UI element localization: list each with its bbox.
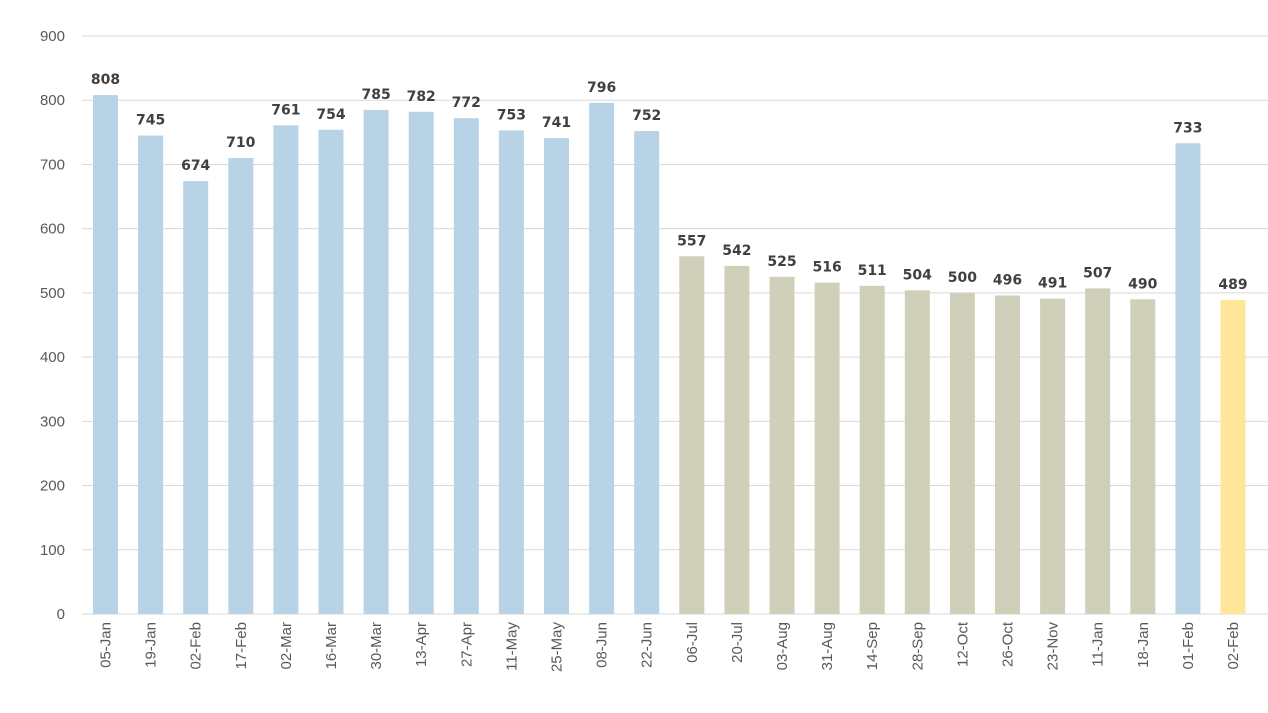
x-tick-label: 06-Jul [684, 622, 701, 663]
data-label: 525 [767, 254, 796, 270]
bar [859, 285, 885, 614]
bar [498, 130, 524, 614]
data-label: 490 [1128, 276, 1157, 292]
data-label: 500 [948, 270, 977, 286]
data-label: 752 [632, 108, 661, 124]
bar [93, 95, 118, 614]
x-tick-label: 11-Jan [1090, 622, 1107, 667]
bar [138, 135, 164, 615]
x-tick-label: 28-Sep [909, 622, 926, 670]
y-tick-label: 0 [57, 606, 65, 623]
bar [1175, 143, 1201, 615]
data-label: 511 [858, 263, 887, 279]
bar [183, 181, 209, 615]
x-tick-label: 02-Feb [188, 622, 205, 670]
bar [1130, 299, 1156, 614]
x-tick-label: 30-Mar [368, 622, 385, 670]
data-label: 782 [407, 89, 436, 105]
data-label: 542 [722, 243, 751, 259]
data-label: 808 [91, 72, 120, 88]
data-label: 516 [812, 260, 841, 276]
bar [453, 118, 479, 615]
y-tick-label: 100 [40, 542, 65, 559]
y-tick-label: 700 [40, 156, 65, 173]
x-tick-label: 03-Aug [774, 622, 791, 670]
data-label: 710 [226, 135, 255, 151]
data-label: 491 [1038, 276, 1067, 292]
y-tick-label: 900 [40, 28, 65, 45]
data-label: 489 [1218, 277, 1247, 293]
data-label: 745 [136, 113, 165, 129]
bar [679, 256, 705, 614]
x-tick-label: 18-Jan [1135, 622, 1152, 668]
x-tick-label: 19-Jan [143, 622, 160, 668]
x-tick-label: 02-Feb [1225, 622, 1242, 670]
bar [1220, 299, 1246, 614]
bar [949, 292, 975, 614]
y-tick-label: 800 [40, 92, 65, 109]
data-label: 796 [587, 80, 616, 96]
data-label: 557 [677, 233, 706, 249]
y-tick-label: 400 [40, 349, 65, 366]
data-label: 507 [1083, 265, 1112, 281]
y-tick-label: 600 [40, 221, 65, 238]
x-tick-label: 13-Apr [413, 622, 430, 667]
data-label: 754 [316, 107, 345, 123]
data-label: 733 [1173, 120, 1202, 136]
x-tick-label: 12-Oct [954, 621, 971, 667]
bar [1085, 288, 1111, 614]
bars [93, 95, 1246, 615]
x-tick-label: 22-Jun [639, 622, 656, 668]
data-label: 772 [452, 95, 481, 111]
data-label: 504 [903, 267, 932, 283]
bar [634, 131, 660, 614]
data-label: 496 [993, 272, 1022, 288]
bar [363, 109, 389, 614]
y-tick-label: 200 [40, 478, 65, 495]
data-label: 753 [497, 107, 526, 123]
bar [995, 295, 1020, 614]
x-tick-label: 20-Jul [729, 622, 746, 663]
bar [724, 265, 750, 614]
x-tick-label: 27-Apr [458, 622, 475, 667]
x-axis-ticks: 05-Jan 19-Jan 02-Feb 17-Feb 02-Mar 16-Mar 30-M… [98, 621, 1243, 672]
y-axis-ticks: 0 100 200 300 400 500 600 700 800 900 [40, 28, 65, 623]
data-label: 761 [271, 102, 300, 118]
data-label: 741 [542, 115, 571, 131]
y-tick-label: 500 [40, 285, 65, 302]
bar [904, 290, 930, 614]
data-labels: 808 745 674 710 761 754 785 782 772 753 741 796 752 5… [91, 72, 1248, 293]
x-tick-label: 17-Feb [233, 622, 250, 670]
x-tick-label: 01-Feb [1180, 622, 1197, 670]
x-tick-label: 25-May [549, 622, 566, 673]
bar [589, 102, 615, 615]
data-label: 674 [181, 158, 210, 174]
bar [814, 282, 840, 614]
data-label: 785 [361, 87, 390, 103]
bar [408, 111, 434, 614]
x-tick-label: 31-Aug [819, 622, 836, 670]
bar [769, 276, 795, 614]
x-tick-label: 02-Mar [278, 622, 295, 670]
x-tick-label: 11-May [503, 622, 520, 671]
y-tick-label: 300 [40, 413, 65, 430]
x-tick-label: 26-Oct [1000, 621, 1017, 667]
x-tick-label: 05-Jan [98, 622, 115, 668]
bar [1040, 298, 1066, 614]
bar [318, 129, 344, 614]
x-tick-label: 14-Sep [864, 622, 881, 670]
x-tick-label: 23-Nov [1045, 622, 1062, 671]
bar [273, 125, 299, 614]
bar [228, 158, 254, 614]
x-tick-label: 16-Mar [323, 622, 340, 670]
bar [544, 138, 569, 614]
x-tick-label: 08-Jun [594, 622, 611, 668]
